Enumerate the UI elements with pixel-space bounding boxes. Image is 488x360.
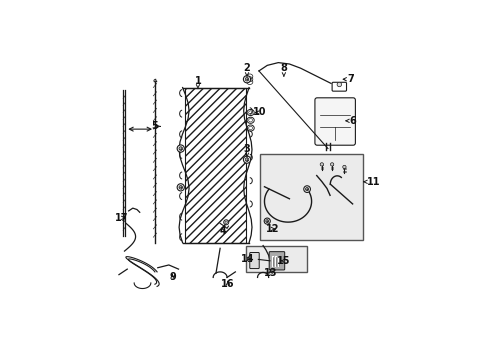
Text: 12: 12 — [265, 224, 279, 234]
Text: 17: 17 — [115, 213, 128, 223]
FancyBboxPatch shape — [331, 82, 346, 91]
Text: 15: 15 — [277, 256, 290, 266]
Bar — [260, 154, 362, 240]
Circle shape — [244, 158, 248, 161]
Circle shape — [179, 147, 182, 150]
Text: 13: 13 — [264, 268, 277, 278]
Text: 5: 5 — [150, 121, 160, 131]
Circle shape — [264, 218, 270, 224]
Circle shape — [330, 163, 333, 166]
Circle shape — [179, 185, 182, 189]
FancyBboxPatch shape — [268, 252, 284, 270]
Circle shape — [177, 145, 184, 152]
FancyBboxPatch shape — [249, 252, 259, 269]
Circle shape — [243, 76, 250, 83]
Circle shape — [177, 184, 184, 191]
Circle shape — [265, 220, 268, 222]
FancyBboxPatch shape — [314, 98, 355, 145]
Circle shape — [243, 156, 250, 163]
Circle shape — [154, 80, 156, 82]
Text: 1: 1 — [194, 76, 201, 89]
Circle shape — [224, 221, 227, 224]
Circle shape — [305, 188, 308, 191]
Text: 2: 2 — [243, 63, 250, 76]
Circle shape — [303, 186, 310, 193]
Text: 16: 16 — [221, 279, 234, 289]
Text: 4: 4 — [219, 226, 226, 236]
Text: 14: 14 — [241, 254, 254, 264]
Text: 10: 10 — [252, 108, 265, 117]
Text: 3: 3 — [243, 144, 250, 157]
Bar — [185, 87, 246, 243]
Circle shape — [320, 163, 323, 166]
Text: 8: 8 — [280, 63, 287, 76]
Text: 9: 9 — [169, 273, 176, 283]
Circle shape — [244, 77, 248, 81]
Circle shape — [336, 82, 341, 87]
Text: 6: 6 — [345, 116, 356, 126]
Text: 7: 7 — [343, 74, 354, 84]
Circle shape — [342, 165, 346, 168]
Circle shape — [224, 220, 228, 225]
Text: 11: 11 — [363, 177, 380, 187]
Bar — [246, 246, 307, 272]
